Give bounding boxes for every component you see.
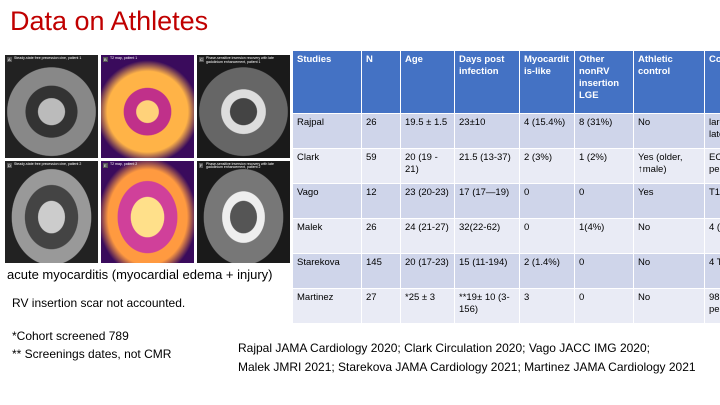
- table-cell: 145: [361, 253, 401, 289]
- data-table: Studies N Age Days post infection Myocarditi…: [292, 50, 720, 324]
- table-cell: Malek: [292, 218, 362, 254]
- table-cell: Yes (older, ↑male): [633, 148, 705, 184]
- column-header: Myocarditis-like: [519, 50, 575, 114]
- table-cell: No: [633, 288, 705, 324]
- table-cell: 26: [361, 218, 401, 254]
- panel-letter: F: [199, 162, 204, 168]
- mri-panel: E T2 map, patient 2: [101, 160, 194, 263]
- panel-caption: T2 map, patient 2: [110, 161, 138, 166]
- table-cell: 4 (15.4%) T2↑: [704, 218, 720, 254]
- table-cell: **19± 10 (3-156): [454, 288, 520, 324]
- table-cell: 0: [574, 183, 634, 219]
- table-cell: 0: [574, 288, 634, 324]
- note: ** Screenings dates, not CMR: [12, 347, 172, 361]
- table-cell: Yes: [633, 183, 705, 219]
- table-cell: 21.5 (13-37): [454, 148, 520, 184]
- reference: Rajpal JAMA Cardiology 2020; Clark Circu…: [238, 341, 650, 355]
- panel-letter: B: [103, 57, 108, 62]
- table-cell: T1 same or lower: [704, 183, 720, 219]
- table-cell: 0: [574, 253, 634, 289]
- mri-panel: F Phase-sensitive inversion recovery with…: [197, 160, 290, 263]
- table-cell: 2 (1.4%): [519, 253, 575, 289]
- mri-panel: D Steady-state free precession cine, pati…: [5, 160, 98, 263]
- column-header: Studies: [292, 50, 362, 114]
- panel-letter: E: [103, 162, 108, 168]
- table-cell: Martinez: [292, 288, 362, 324]
- column-header: Athletic control: [633, 50, 705, 114]
- mri-panel: A Steady-state free precession cine, pati…: [5, 55, 98, 158]
- reference: Malek JMRI 2021; Starekova JAMA Cardiolo…: [238, 360, 696, 374]
- table-cell: Clark: [292, 148, 362, 184]
- table-cell: No: [633, 113, 705, 149]
- mri-panel: C Phase-sensitive inversion recovery with…: [197, 55, 290, 158]
- table-cell: ECV↑, 1 pericarditis: [704, 148, 720, 184]
- table-cell: 26: [361, 113, 401, 149]
- table-cell: Vago: [292, 183, 362, 219]
- panel-caption: Phase-sensitive inversion recovery with …: [206, 161, 274, 170]
- table-cell: No: [633, 253, 705, 289]
- table-row: Clark 59 20 (19 - 21) 21.5 (13-37) 2 (3%) 1 (…: [292, 148, 720, 184]
- panel-caption: Phase-sensitive inversion recovery with …: [206, 56, 274, 64]
- table-cell: larger study done later: [704, 113, 720, 149]
- column-header: Age: [400, 50, 455, 114]
- table-cell: 12: [361, 183, 401, 219]
- column-header: Days post infection: [454, 50, 520, 114]
- table-cell: Starekova: [292, 253, 362, 289]
- table-cell: 32(22-62): [454, 218, 520, 254]
- table-cell: 1(4%): [574, 218, 634, 254]
- table-cell: 8 (31%): [574, 113, 634, 149]
- slide-title: Data on Athletes: [10, 6, 209, 36]
- panel-caption: Steady-state free precession cine, patie…: [14, 56, 82, 60]
- table-cell: 2 (3%): [519, 148, 575, 184]
- table-cell: 17 (17—19): [454, 183, 520, 219]
- column-header: N: [361, 50, 401, 114]
- table-row: Rajpal 26 19.5 ± 1.5 23±10 4 (15.4%) 8 (31%) N…: [292, 113, 720, 149]
- column-header: Comments: [704, 50, 720, 114]
- table-cell: 98.5% men, 2 pericarditis: [704, 288, 720, 324]
- table-cell: 20 (19 - 21): [400, 148, 455, 184]
- table-cell: 15 (11-194): [454, 253, 520, 289]
- table-row: Starekova 145 20 (17-23) 15 (11-194) 2 (1.4%…: [292, 253, 720, 289]
- table-cell: 20 (17-23): [400, 253, 455, 289]
- table-cell: 1 (2%): [574, 148, 634, 184]
- note: *Cohort screened 789: [12, 329, 129, 343]
- table-cell: 24 (21-27): [400, 218, 455, 254]
- table-cell: 0: [519, 218, 575, 254]
- column-header: Other nonRV insertion LGE: [574, 50, 634, 114]
- table-cell: 23 (20-23): [400, 183, 455, 219]
- panel-letter: D: [7, 162, 12, 168]
- panel-letter: A: [7, 57, 12, 62]
- panel-letter: C: [199, 57, 204, 62]
- table-cell: 4 (15.4%): [519, 113, 575, 149]
- mri-figure: A Steady-state free precession cine, pati…: [5, 55, 290, 263]
- note: RV insertion scar not accounted.: [12, 296, 186, 310]
- table-cell: 0: [519, 183, 575, 219]
- panel-caption: Steady-state free precession cine, patie…: [14, 161, 82, 166]
- panel-caption: T2 map, patient 1: [110, 56, 138, 60]
- table-cell: 27: [361, 288, 401, 324]
- table-cell: Rajpal: [292, 113, 362, 149]
- table-cell: 59: [361, 148, 401, 184]
- figure-caption: acute myocarditis (myocardial edema + in…: [7, 267, 273, 282]
- table-cell: 19.5 ± 1.5: [400, 113, 455, 149]
- table-cell: No: [633, 218, 705, 254]
- table-cell: 3: [519, 288, 575, 324]
- table-cell: 4 Tn↑, MRI neg.: [704, 253, 720, 289]
- table-cell: *25 ± 3: [400, 288, 455, 324]
- mri-panel: B T2 map, patient 1: [101, 55, 194, 158]
- table-cell: 23±10: [454, 113, 520, 149]
